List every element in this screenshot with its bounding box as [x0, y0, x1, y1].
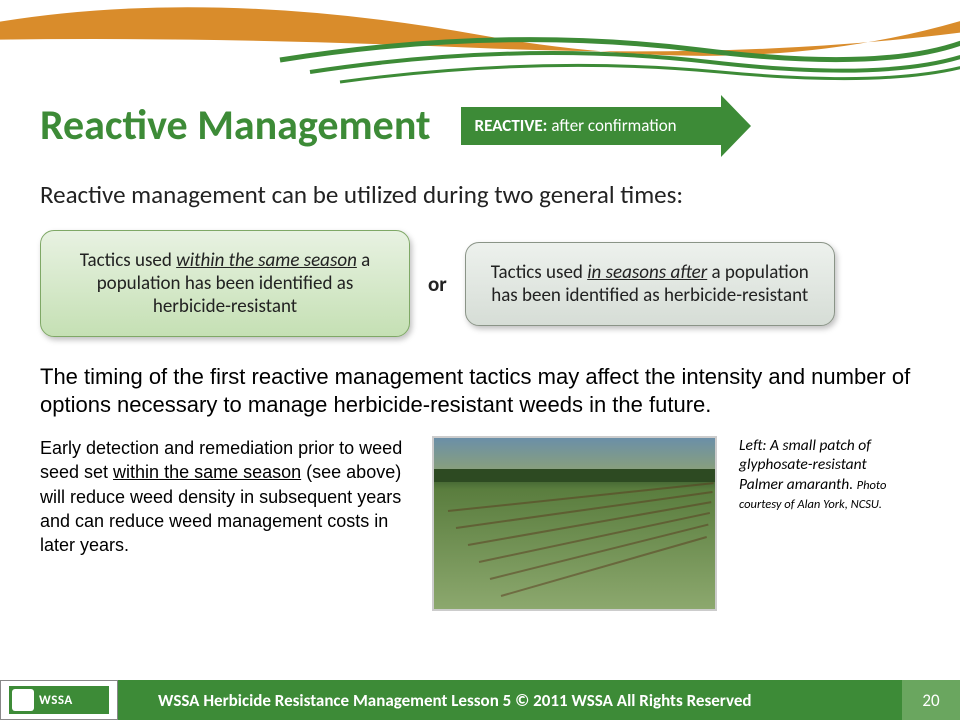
early-detection-text: Early detection and remediation prior to… [40, 436, 410, 557]
timing-paragraph: The timing of the first reactive managem… [40, 363, 920, 418]
arrow-text: after confirmation [551, 115, 676, 136]
slide-title: Reactive Management [40, 100, 431, 151]
or-label: or [428, 271, 447, 297]
footer-bar: WSSA WSSA Herbicide Resistance Managemen… [0, 680, 960, 720]
box-seasons-after: Tactics used in seasons after a populati… [465, 242, 835, 326]
intro-text: Reactive management can be utilized duri… [40, 179, 920, 210]
arrow-bold: REACTIVE: [475, 115, 548, 136]
box-same-season: Tactics used within the same season a po… [40, 230, 410, 337]
reactive-arrow: REACTIVE: after confirmation [461, 107, 721, 145]
tactic-boxes: Tactics used within the same season a po… [40, 230, 920, 337]
header-swoosh [0, 0, 960, 90]
photo-caption: Left: A small patch of glyphosate-resist… [739, 436, 899, 514]
footer-text: WSSA Herbicide Resistance Management Les… [158, 690, 902, 711]
wssa-logo: WSSA [0, 680, 118, 720]
field-photo [432, 436, 717, 611]
page-number: 20 [902, 680, 960, 720]
